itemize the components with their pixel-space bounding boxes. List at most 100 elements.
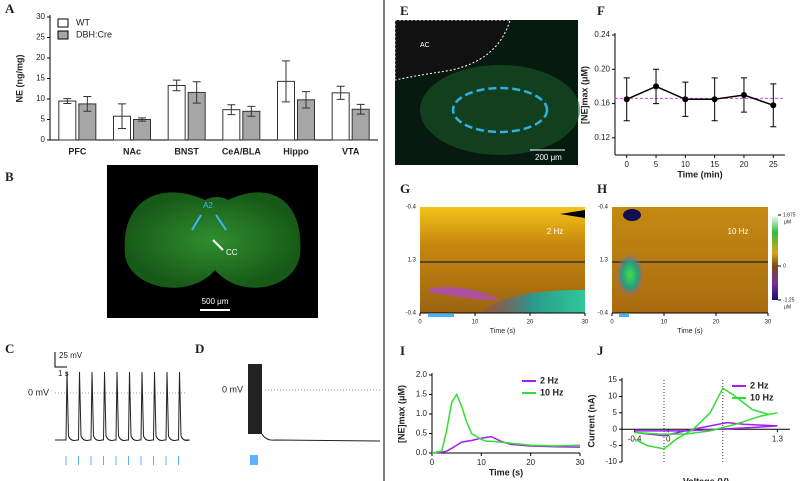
panel-letter: B	[5, 169, 14, 184]
x-tick-label: 10	[661, 320, 668, 326]
error-bar	[63, 98, 72, 105]
region	[394, 19, 511, 81]
x-tick-label: 5	[654, 160, 659, 169]
y-tick-label: -0.4	[406, 311, 417, 317]
error-bar	[302, 91, 310, 109]
colorbar-label: 1.875	[783, 212, 796, 218]
series-line	[431, 435, 581, 454]
marker	[623, 96, 630, 103]
error-bar	[192, 81, 201, 104]
panel-letter: G	[400, 181, 410, 196]
y-axis-label: [NE]max (μM)	[396, 385, 406, 443]
y-tick-label: -0.4	[598, 311, 609, 317]
marker	[653, 83, 660, 90]
x-tick-label: 30	[582, 320, 589, 326]
y-tick-label: 1.3	[600, 258, 609, 264]
series-line	[634, 421, 778, 437]
x-tick-label: 0	[430, 458, 435, 467]
y-tick-label: 10	[36, 94, 45, 103]
legend-label: 10 Hz	[540, 387, 564, 397]
colorplot-h	[612, 207, 778, 313]
arrow	[215, 214, 227, 231]
scale-label: 1 s	[58, 369, 69, 378]
y-tick-label: 10	[608, 392, 617, 401]
colorbar-label: -1.25	[783, 297, 795, 303]
zero-label: 0 mV	[28, 387, 49, 397]
burst	[248, 364, 262, 434]
stim	[428, 314, 454, 317]
y-tick-label: 30	[36, 12, 45, 21]
y-tick-label: 0.16	[594, 99, 610, 108]
x-tick-label: 30	[765, 320, 772, 326]
x-tick-label: 20	[526, 458, 535, 467]
legend-swatch	[57, 18, 69, 28]
y-axis-label: Current (nA)	[586, 395, 596, 448]
scale-label: 200 μm	[535, 153, 562, 162]
panel-letter: A	[5, 1, 15, 16]
error-bar	[172, 79, 181, 92]
colorplot-g	[420, 207, 585, 313]
x-tick-label: 10	[681, 160, 690, 169]
x-tick-label: 10	[472, 320, 479, 326]
bar	[58, 100, 77, 141]
marker	[740, 92, 747, 98]
y-tick-label: 25	[36, 33, 45, 42]
y-tick-label: 20	[36, 53, 45, 62]
legend-swatch	[57, 30, 69, 40]
panel-letter: I	[400, 343, 405, 358]
y-tick-label: -5	[610, 441, 618, 450]
legend-label: 10 Hz	[750, 392, 774, 402]
series-line	[634, 387, 778, 450]
series-line	[431, 392, 581, 454]
panel-letter: J	[597, 343, 604, 358]
x-axis-label: Time (min)	[677, 169, 722, 179]
colorbar-unit: μM	[784, 219, 791, 225]
y-axis-label: NE (ng/mg)	[14, 55, 24, 103]
y-tick-label: 1.0	[416, 409, 428, 418]
x-tick-label: PFC	[68, 146, 87, 156]
trace	[55, 371, 190, 465]
y-tick-label: 0.0	[416, 448, 428, 457]
y-tick-label: 15	[608, 375, 617, 384]
x-tick-label: NAc	[123, 146, 141, 156]
x-tick-label: 20	[713, 320, 720, 326]
x-tick-label: VTA	[342, 146, 360, 156]
panel-letter: C	[5, 341, 14, 356]
bar	[167, 84, 186, 141]
y-tick-label: -0.4	[406, 205, 417, 211]
stim	[250, 455, 258, 465]
y-tick-label: -10	[605, 457, 617, 466]
x-axis-label: Time (s)	[677, 328, 702, 335]
annotation: 10 Hz	[728, 227, 749, 236]
y-tick-label: 0.24	[594, 30, 610, 39]
x-axis-label: Time (s)	[489, 467, 523, 477]
error-bar	[138, 117, 146, 122]
panel-letter: F	[597, 3, 605, 18]
legend-label: 2 Hz	[750, 380, 769, 390]
colorbar-label: 0	[783, 263, 786, 269]
x-tick-label: Hippo	[283, 146, 309, 156]
arrow	[212, 239, 224, 251]
scale-label: 500 μm	[202, 297, 229, 306]
y-tick-label: 0.20	[594, 64, 610, 73]
panel-letter: H	[597, 181, 607, 196]
x-tick-label: BNST	[174, 146, 199, 156]
bar	[133, 119, 151, 141]
y-tick-label: 0	[613, 424, 618, 433]
image-label: AC	[420, 42, 430, 49]
y-tick-label: -0.4	[598, 205, 609, 211]
marker	[682, 96, 689, 103]
image-label: A2	[203, 201, 213, 210]
x-tick-label: 15	[710, 160, 719, 169]
error-bar	[83, 96, 92, 112]
legend-label: WT	[76, 17, 90, 27]
zero-label: 0 mV	[222, 384, 243, 394]
y-tick-label: 0	[41, 135, 46, 144]
roi	[451, 86, 549, 134]
trace	[261, 433, 381, 442]
y-tick-label: 2.0	[416, 370, 428, 379]
y-tick-label: 5	[41, 115, 46, 124]
x-tick-label: 25	[769, 160, 778, 169]
marker	[770, 102, 777, 109]
